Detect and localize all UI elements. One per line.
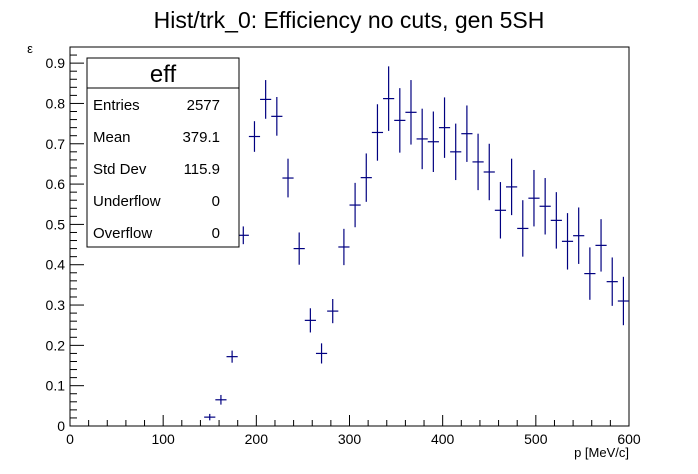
data-point [360, 153, 372, 202]
data-point [450, 123, 462, 181]
data-point [260, 80, 272, 119]
x-tick-label: 400 [431, 431, 455, 447]
stats-row-label: Mean [93, 129, 131, 146]
data-point [394, 88, 406, 153]
data-point [427, 111, 439, 172]
data-point [517, 200, 529, 257]
x-tick-label: 200 [245, 431, 269, 447]
y-axis: 0 0.1 0.2 0.3 0.4 0.5 0.6 0.7 0.8 0.9 [46, 46, 84, 434]
data-point [461, 105, 473, 162]
data-point [327, 298, 339, 324]
y-tick-label: 0.7 [46, 136, 66, 152]
stats-row-value: 115.9 [184, 161, 220, 178]
data-point [561, 213, 574, 270]
data-point [494, 182, 507, 239]
data-point [371, 104, 384, 161]
data-point [606, 257, 618, 306]
x-axis-title: p [MeV/c] [574, 445, 629, 460]
data-point [405, 80, 417, 145]
stats-row-label: Overflow [93, 225, 152, 242]
data-point [595, 219, 607, 272]
y-tick-label: 0.8 [46, 95, 66, 111]
stats-row-label: Std Dev [93, 161, 147, 178]
chart-title: Hist/trk_0: Efficiency no cuts, gen 5SH [154, 7, 545, 33]
stats-box: eff Entries 2577 Mean 379.1 Std Dev 115.9 Unde… [86, 57, 240, 248]
x-tick-label: 500 [524, 431, 548, 447]
stats-row-label: Entries [93, 97, 140, 114]
stats-box-name: eff [150, 61, 177, 88]
y-tick-label: 0 [57, 418, 65, 434]
data-point [539, 178, 551, 235]
data-point [338, 228, 350, 266]
x-axis: 0 100 200 300 400 500 600 [66, 415, 641, 447]
y-axis-title: ε [27, 41, 33, 56]
stats-box-frame [86, 57, 240, 248]
x-tick-label: 300 [338, 431, 362, 447]
stats-row-value: 2577 [187, 97, 220, 114]
x-tick-label: 100 [151, 431, 175, 447]
data-point [293, 232, 305, 265]
data-point [237, 226, 249, 245]
y-tick-label: 0.2 [46, 337, 66, 353]
y-tick-label: 0.3 [46, 297, 66, 313]
data-point [282, 158, 294, 198]
data-point [349, 182, 361, 228]
stats-row-label: Underflow [93, 193, 161, 210]
data-point [617, 276, 629, 326]
x-tick-label: 0 [66, 431, 74, 447]
data-point [550, 192, 562, 249]
stats-row-value: 379.1 [182, 129, 220, 146]
data-point [204, 413, 216, 421]
data-point [383, 66, 395, 131]
data-point [438, 97, 451, 158]
data-point [528, 169, 540, 227]
data-point [315, 343, 328, 364]
data-point [506, 158, 518, 216]
y-tick-label: 0.1 [46, 378, 66, 394]
data-points [204, 66, 629, 421]
x-tick-label: 600 [617, 431, 641, 447]
data-point [271, 96, 283, 136]
data-point [584, 247, 596, 300]
data-point [215, 394, 227, 405]
y-tick-label: 0.9 [46, 55, 66, 71]
y-tick-label: 0.4 [46, 257, 66, 273]
data-point [472, 133, 484, 191]
stats-row-value: 0 [212, 193, 220, 210]
stats-row-value: 0 [212, 225, 220, 242]
data-point [483, 143, 495, 201]
y-tick-label: 0.6 [46, 176, 66, 192]
data-point [573, 207, 585, 264]
y-tick-label: 0.5 [46, 216, 66, 232]
data-point [226, 350, 238, 363]
data-point [304, 308, 316, 333]
data-point [248, 121, 261, 152]
data-point [416, 108, 428, 170]
stats-rows: Entries 2577 Mean 379.1 Std Dev 115.9 Underflo… [93, 97, 220, 242]
